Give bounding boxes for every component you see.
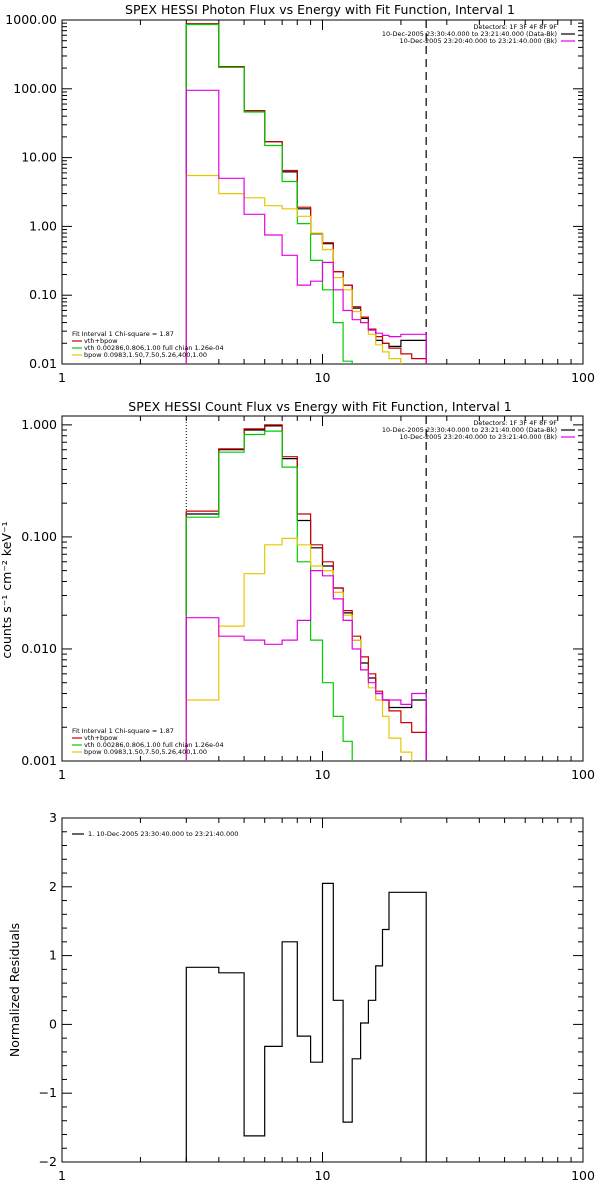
count-flux-x-tick-label: 100: [571, 767, 595, 782]
photon-flux-y-tick-label: 0.01: [29, 356, 57, 371]
count-flux-y-tick-label: 0.100: [21, 529, 57, 544]
photon-flux-y-tick-label: 1000.00: [5, 12, 57, 27]
residuals-x-tick-label: 100: [571, 1168, 595, 1183]
photon-flux-legend-text: Fit Interval 1 Chi-square = 1.87: [72, 330, 174, 338]
count-flux-legend-text: vth 0.00286,0.806,1.00 full chian 1.26e-…: [84, 741, 224, 749]
residuals-panel: Normalized Residuals 1 10 100 −2 −1 0 1 2 3 1. 10…: [7, 810, 595, 1183]
residuals-x-tick-label: 1: [58, 1168, 66, 1183]
count-flux-x-tick-label: 1: [58, 767, 66, 782]
photon-flux-y-tick-label: 0.10: [29, 287, 57, 302]
photon-flux-y-tick-label: 100.00: [13, 81, 57, 96]
count-flux-legend-text: vth+bpow: [84, 734, 118, 742]
photon-flux-series-bk: [185, 89, 427, 364]
residuals-y-tick-label: 3: [49, 810, 57, 825]
photon-flux-x-tick-label: 10: [315, 370, 331, 385]
count-flux-info-text: Detectors: 1F 3F 4F 8F 9F: [473, 419, 557, 427]
photon-flux-legend-text: vth 0.00286,0.806,1.00 full chian 1.26e-…: [84, 344, 224, 352]
photon-flux-series-bpow: [185, 174, 427, 364]
residuals-y-tick-label: 2: [49, 879, 57, 894]
residuals-y-axis-label: Normalized Residuals: [7, 923, 22, 1057]
photon-flux-plot-frame: [61, 19, 584, 365]
count-flux-y-tick-label: 1.000: [21, 417, 57, 432]
photon-flux-series-vth: [185, 23, 427, 364]
count-flux-series-vth: [185, 430, 427, 761]
photon-flux-info-text: 10-Dec-2005 23:20:40.000 to 23:21:40.000…: [400, 37, 558, 45]
photon-flux-x-tick-label: 100: [571, 370, 595, 385]
photon-flux-title: SPEX HESSI Photon Flux vs Energy with Fi…: [125, 2, 515, 17]
count-flux-series-fit_total: [185, 424, 427, 761]
photon-flux-panel: SPEX HESSI Photon Flux vs Energy with Fi…: [5, 2, 595, 385]
count-flux-x-tick-label: 10: [315, 767, 331, 782]
photon-flux-y-tick-label: 10.00: [21, 150, 57, 165]
count-flux-legend-text: Fit Interval 1 Chi-square = 1.87: [72, 727, 174, 735]
photon-flux-info-text: Detectors: 1F 3F 4F 8F 9F: [473, 23, 557, 31]
photon-flux-y-tick-label: 1.00: [29, 218, 57, 233]
count-flux-series-bpow: [185, 537, 427, 761]
count-flux-series-bk: [185, 570, 427, 761]
residuals-legend-text: 1. 10-Dec-2005 23:30:40.000 to 23:21:40.…: [88, 830, 238, 838]
residuals-y-tick-label: −2: [39, 1154, 57, 1169]
count-flux-info-text: 10-Dec-2005 23:20:40.000 to 23:21:40.000…: [400, 433, 558, 441]
count-flux-y-axis-label: counts s⁻¹ cm⁻² keV⁻¹: [0, 521, 14, 658]
count-flux-panel: SPEX HESSI Count Flux vs Energy with Fit…: [0, 399, 595, 782]
photon-flux-info-text: 10-Dec-2005 23:30:40.000 to 23:21:40.000…: [382, 30, 557, 38]
photon-flux-x-tick-label: 1: [58, 370, 66, 385]
count-flux-title: SPEX HESSI Count Flux vs Energy with Fit…: [128, 399, 511, 414]
count-flux-plot-frame: [61, 415, 584, 762]
residuals-y-tick-label: 1: [49, 948, 57, 963]
count-flux-info-text: 10-Dec-2005 23:30:40.000 to 23:21:40.000…: [382, 426, 557, 434]
residuals-y-tick-label: 0: [49, 1016, 57, 1031]
residuals-x-tick-label: 10: [315, 1168, 331, 1183]
residuals-y-tick-label: −1: [39, 1085, 57, 1100]
residuals-series-total: [185, 882, 427, 1162]
count-flux-y-tick-label: 0.001: [21, 753, 57, 768]
photon-flux-legend-text: bpow 0.0983,1.50,7.50,5.26,400,1.00: [84, 351, 207, 359]
count-flux-y-tick-label: 0.010: [21, 641, 57, 656]
count-flux-legend-text: bpow 0.0983,1.50,7.50,5.26,400,1.00: [84, 748, 207, 756]
photon-flux-legend-text: vth+bpow: [84, 337, 118, 345]
